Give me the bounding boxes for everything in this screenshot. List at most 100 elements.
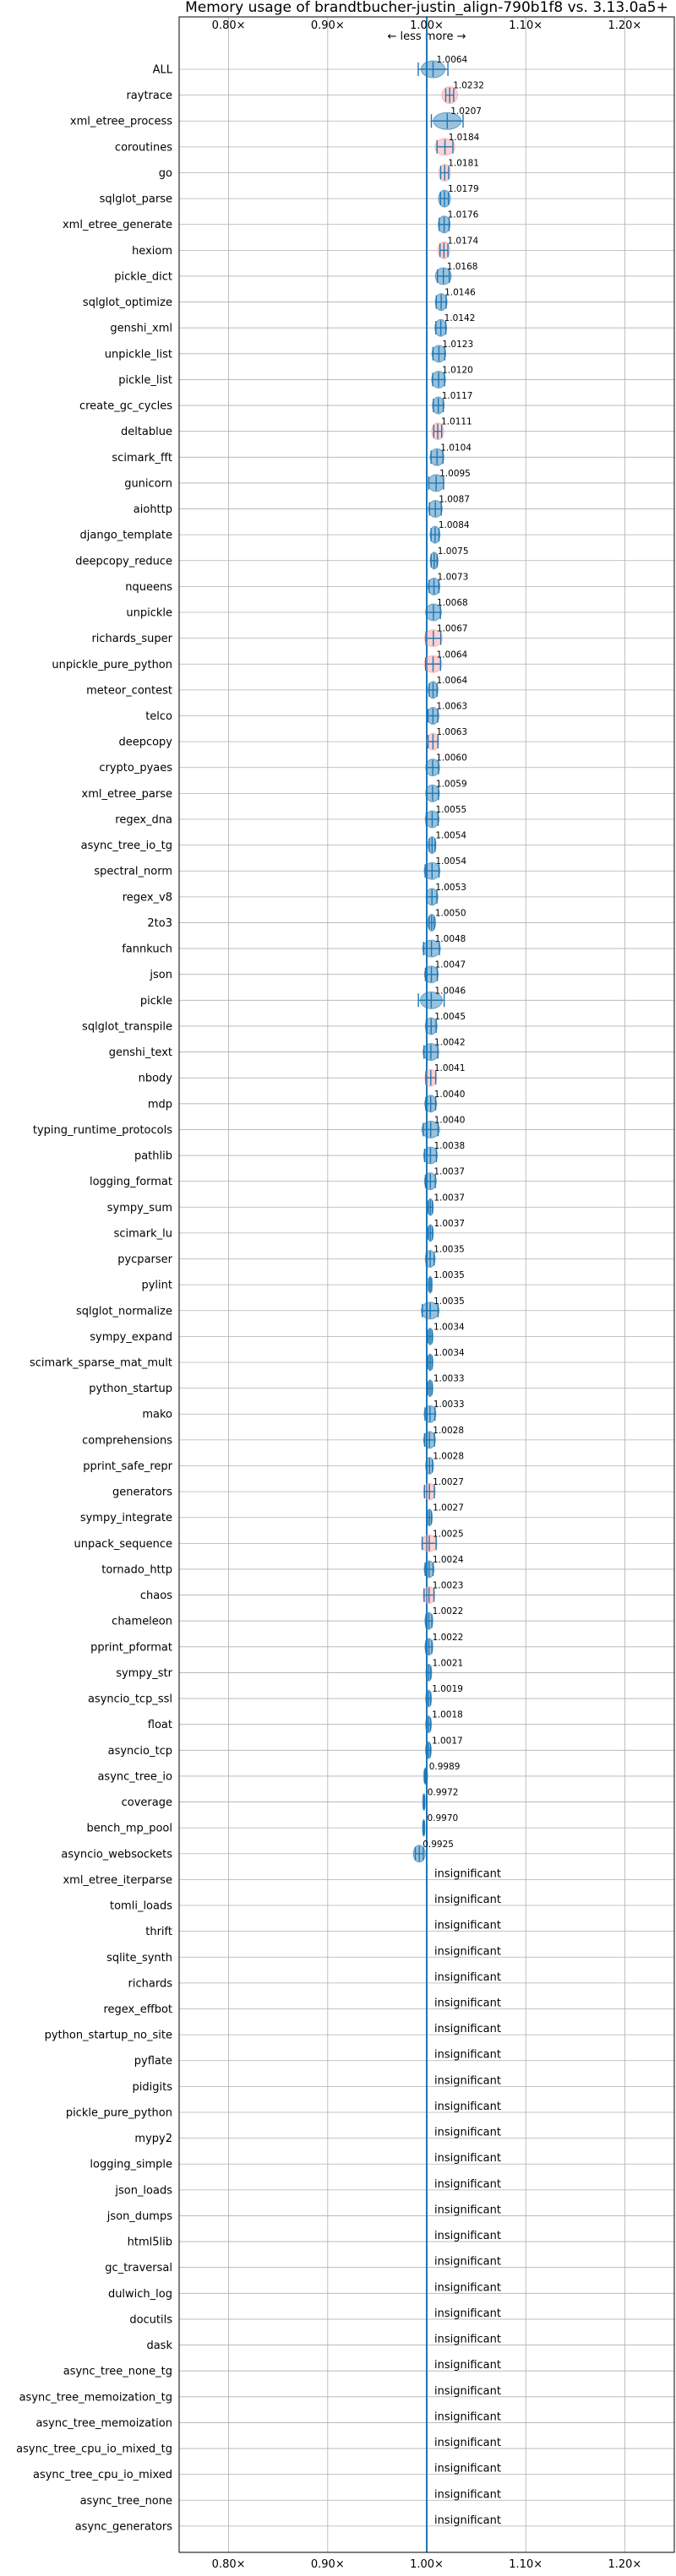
- labels-layer: 0.80× 0.80× 0.90× 0.90× 1.00× 1.00× 1.10× 1.10×…: [16, 19, 641, 2571]
- benchmark-label: coverage: [122, 1796, 172, 1809]
- benchmark-label: raytrace: [126, 90, 172, 102]
- value-label: 1.0181: [448, 158, 479, 168]
- benchmark-label: xml_etree_parse: [82, 788, 172, 801]
- benchmark-label: richards_super: [91, 633, 172, 645]
- value-label: 1.0041: [434, 1063, 466, 1073]
- value-label: 1.0075: [438, 546, 469, 557]
- benchmark-label: django_template: [80, 530, 172, 542]
- benchmark-label: thrift: [145, 1926, 172, 1938]
- x-tick-label-top: 0.80×: [212, 19, 246, 32]
- benchmark-label: async_tree_cpu_io_mixed: [33, 2469, 172, 2481]
- x-tick-label-bottom: 1.10×: [509, 2558, 542, 2571]
- benchmark-label: async_tree_none: [80, 2495, 172, 2508]
- value-label: 1.0084: [439, 520, 470, 530]
- benchmark-label: scimark_lu: [114, 1227, 172, 1240]
- value-label: 1.0027: [433, 1477, 464, 1487]
- insignificant-label: insignificant: [434, 2178, 501, 2191]
- insignificant-label: insignificant: [434, 2256, 501, 2269]
- value-label: 1.0146: [444, 288, 476, 298]
- value-label: 1.0034: [433, 1322, 465, 1332]
- insignificant-label: insignificant: [434, 2437, 501, 2449]
- benchmark-label: typing_runtime_protocols: [33, 1124, 172, 1137]
- benchmark-label: go: [159, 167, 172, 180]
- benchmark-label: async_tree_memoization_tg: [19, 2391, 172, 2404]
- value-label: 1.0073: [438, 572, 469, 582]
- benchmark-label: sqlglot_normalize: [76, 1305, 172, 1318]
- benchmark-label: chameleon: [112, 1616, 172, 1628]
- benchmark-label: genshi_xml: [110, 323, 172, 335]
- benchmark-label: python_startup_no_site: [45, 2030, 172, 2042]
- benchmark-label: gc_traversal: [105, 2262, 172, 2274]
- value-label: 1.0064: [437, 55, 468, 65]
- benchmark-label: sqlglot_parse: [100, 193, 172, 206]
- benchmark-label: chaos: [140, 1590, 172, 1602]
- benchmark-label: pprint_safe_repr: [83, 1460, 172, 1473]
- benchmark-label: coroutines: [115, 141, 172, 154]
- value-label: 1.0176: [448, 210, 479, 220]
- value-label: 1.0035: [433, 1245, 465, 1255]
- benchmark-label: asyncio_tcp: [108, 1745, 172, 1758]
- value-label: 1.0168: [447, 262, 478, 272]
- benchmark-label: pprint_pformat: [90, 1641, 172, 1654]
- benchmark-label: tornado_http: [101, 1563, 172, 1576]
- value-label: 1.0038: [433, 1141, 465, 1151]
- value-label: 1.0037: [433, 1193, 465, 1203]
- value-label: 0.9989: [429, 1762, 461, 1772]
- benchmark-label: html5lib: [128, 2236, 172, 2249]
- benchmark-label: pyflate: [134, 2055, 172, 2068]
- insignificant-label: insignificant: [434, 2463, 501, 2475]
- value-label: 1.0045: [434, 1012, 466, 1022]
- benchmark-label: dask: [146, 2340, 172, 2352]
- value-label: 1.0025: [433, 1529, 464, 1539]
- value-label: 1.0028: [433, 1426, 464, 1436]
- value-label: 1.0111: [441, 417, 472, 427]
- benchmark-label: deepcopy_reduce: [75, 555, 172, 568]
- insignificant-label: insignificant: [434, 1971, 501, 1984]
- value-label: 1.0120: [442, 365, 473, 375]
- chart-title: Memory usage of brandtbucher-justin_alig…: [185, 0, 668, 16]
- benchmark-label: scimark_sparse_mat_mult: [30, 1357, 172, 1370]
- x-tick-label-bottom: 0.90×: [311, 2558, 345, 2571]
- value-label: 1.0040: [434, 1115, 466, 1125]
- value-label: 0.9925: [422, 1840, 454, 1850]
- value-label: 1.0087: [439, 495, 470, 505]
- value-label: 1.0054: [435, 831, 466, 841]
- value-label: 1.0117: [442, 391, 473, 401]
- benchmark-label: sympy_integrate: [80, 1512, 172, 1524]
- value-label: 1.0034: [433, 1348, 465, 1358]
- value-label: 1.0068: [437, 598, 468, 608]
- value-label: 1.0017: [432, 1736, 463, 1746]
- value-label: 1.0027: [433, 1503, 464, 1514]
- value-label: 1.0184: [449, 133, 480, 143]
- insignificant-label: insignificant: [434, 2100, 501, 2113]
- benchmark-label: bench_mp_pool: [86, 1823, 172, 1835]
- benchmark-label: logging_simple: [90, 2159, 172, 2171]
- value-label: 1.0042: [434, 1038, 466, 1048]
- value-label: 1.0033: [433, 1374, 465, 1384]
- benchmark-label: crypto_pyaes: [99, 762, 172, 774]
- insignificant-label: insignificant: [434, 1997, 501, 2010]
- insignificant-label: insignificant: [434, 2023, 501, 2035]
- value-label: 1.0024: [433, 1555, 464, 1565]
- benchmark-label: dulwich_log: [108, 2288, 172, 2301]
- value-label: 1.0048: [435, 934, 466, 944]
- benchmark-label: async_tree_cpu_io_mixed_tg: [16, 2443, 172, 2456]
- value-label: 1.0022: [433, 1633, 464, 1643]
- benchmark-label: regex_v8: [123, 891, 172, 904]
- value-label: 1.0046: [434, 986, 466, 996]
- benchmark-label: mypy2: [134, 2133, 172, 2145]
- insignificant-label: insignificant: [434, 1867, 501, 1880]
- benchmark-label: sympy_expand: [90, 1331, 172, 1344]
- value-label: 1.0018: [432, 1710, 463, 1720]
- marks-layer: [412, 17, 464, 2552]
- benchmark-label: sympy_sum: [107, 1202, 172, 1215]
- benchmark-label: async_tree_memoization: [35, 2417, 172, 2430]
- insignificant-label: insignificant: [434, 2152, 501, 2165]
- benchmark-label: pathlib: [134, 1150, 172, 1163]
- value-label: 1.0021: [432, 1658, 463, 1668]
- benchmark-label: ALL: [153, 64, 173, 77]
- benchmark-label: json_dumps: [106, 2210, 172, 2223]
- benchmark-label: unpickle_pure_python: [52, 659, 172, 671]
- benchmark-label: telco: [145, 710, 172, 723]
